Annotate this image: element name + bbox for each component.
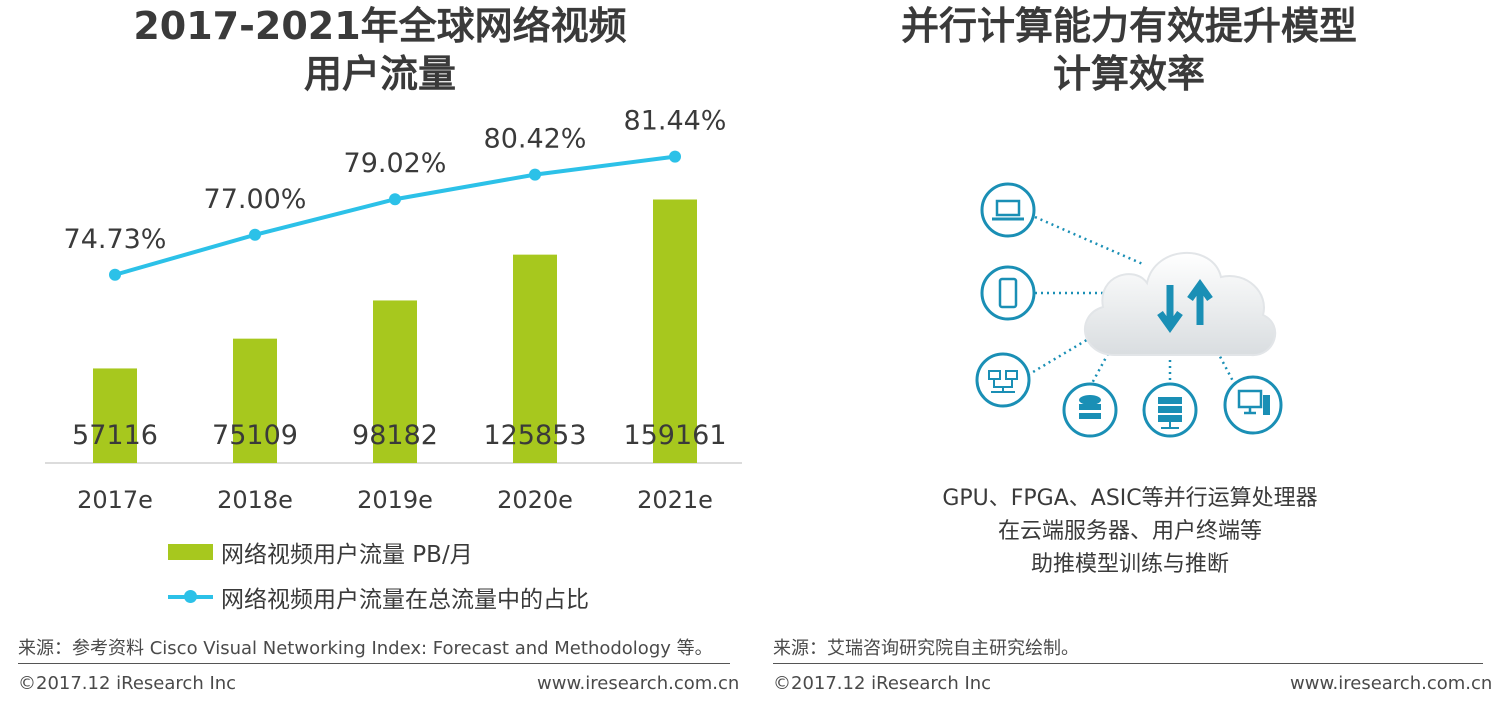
bar-2018e	[233, 338, 277, 463]
right-copyright: ©2017.12 iResearch Inc	[773, 673, 992, 694]
line-value-label: 74.73%	[64, 224, 167, 255]
left-copyright: ©2017.12 iResearch Inc	[18, 673, 237, 694]
diagram-caption: GPU、FPGA、ASIC等并行运算处理器 在云端服务器、用户终端等 助推模型训…	[930, 482, 1330, 581]
line-point-2018e	[249, 228, 261, 241]
bar-2020e	[513, 254, 557, 463]
diagram-title: 并行计算能力有效提升模型 计算效率	[760, 2, 1498, 98]
diagram-title-line1: 并行计算能力有效提升模型	[900, 4, 1357, 48]
line-value-label: 79.02%	[344, 148, 447, 179]
chart-title-line1: 2017-2021年全球网络视频	[133, 4, 627, 48]
desktop-icon	[1223, 375, 1283, 435]
line-point-2017e	[109, 268, 121, 281]
data-labels: 57116 74.73% 75109 77.00% 98182 79.02% 125853 8…	[64, 106, 727, 451]
network-icon	[975, 352, 1031, 408]
bar-value-label: 98182	[352, 420, 438, 451]
x-tick-2017e: 2017e	[77, 486, 153, 514]
left-url: www.iresearch.com.cn	[537, 673, 740, 694]
line-value-label: 81.44%	[624, 106, 727, 137]
line-value-label: 77.00%	[204, 184, 307, 215]
line-point-2021e	[669, 150, 681, 163]
connector-lines	[1027, 215, 1237, 388]
bars	[93, 199, 697, 463]
caption-line1: GPU、FPGA、ASIC等并行运算处理器	[942, 486, 1318, 511]
right-panel: 并行计算能力有效提升模型 计算效率	[760, 0, 1498, 703]
left-source: 来源：参考资料 Cisco Visual Networking Index: F…	[18, 638, 713, 659]
cloud-network-diagram	[975, 182, 1283, 438]
bar-value-label: 125853	[483, 420, 586, 451]
line-points	[109, 150, 681, 281]
bar-2019e	[373, 300, 417, 463]
line-point-2019e	[389, 193, 401, 206]
legend-line-swatch	[168, 590, 213, 603]
line-point-2020e	[529, 168, 541, 181]
laptop-icon	[980, 182, 1036, 238]
bar-value-label: 57116	[72, 420, 158, 451]
left-divider	[18, 663, 730, 664]
x-tick-2020e: 2020e	[497, 486, 573, 514]
x-tick-2018e: 2018e	[217, 486, 293, 514]
caption-line3: 助推模型训练与推断	[1030, 552, 1229, 577]
legend-bar-swatch	[168, 544, 213, 560]
right-source: 来源：艾瑞咨询研究院自主研究绘制。	[773, 638, 1079, 659]
right-url: www.iresearch.com.cn	[1290, 673, 1493, 694]
right-divider	[773, 663, 1483, 664]
server-icon	[1142, 382, 1198, 438]
diagram-title-line2: 计算效率	[1052, 52, 1205, 96]
chart-title: 2017-2021年全球网络视频 用户流量	[20, 2, 740, 98]
legend-item-bar: 网络视频用户流量 PB/月	[168, 535, 473, 569]
x-tick-2019e: 2019e	[357, 486, 433, 514]
database-icon	[1062, 382, 1118, 438]
combo-chart: 57116 74.73% 75109 77.00% 98182 79.02% 125853 8…	[45, 106, 742, 514]
bar-2017e	[93, 368, 137, 463]
legend-line-label: 网络视频用户流量在总流量中的占比	[221, 587, 589, 613]
bar-value-label: 159161	[623, 420, 726, 451]
x-tick-2021e: 2021e	[637, 486, 713, 514]
bar-2021e	[653, 199, 697, 463]
legend-item-line: 网络视频用户流量在总流量中的占比	[168, 580, 589, 614]
line-value-label: 80.42%	[484, 124, 587, 155]
legend-bar-label: 网络视频用户流量 PB/月	[221, 542, 473, 568]
cloud-icon	[1083, 252, 1277, 357]
caption-line2: 在云端服务器、用户终端等	[997, 519, 1262, 544]
x-tick-labels: 2017e 2018e 2019e 2020e 2021e	[77, 486, 713, 514]
left-panel: 2017-2021年全球网络视频 用户流量 57116 74.73% 75109 77…	[0, 0, 745, 703]
bar-value-label: 75109	[212, 420, 298, 451]
smartphone-icon	[980, 265, 1036, 321]
chart-title-line2: 用户流量	[303, 52, 456, 96]
